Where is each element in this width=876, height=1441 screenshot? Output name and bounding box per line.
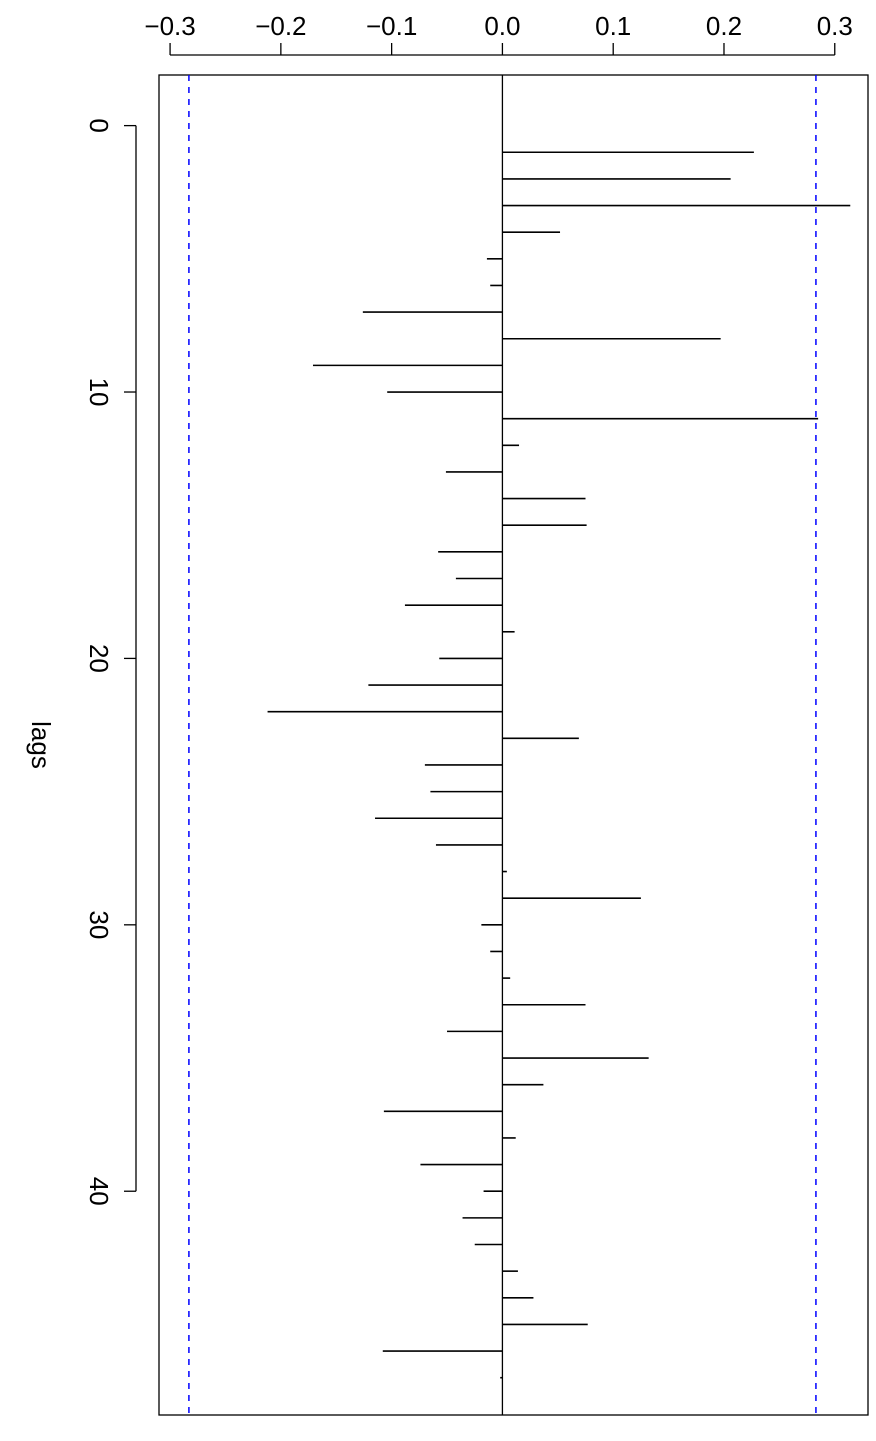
lag-tick-label: 0	[84, 118, 114, 132]
value-tick-label: 0.2	[706, 11, 742, 41]
x-axis-title: lags	[26, 721, 56, 769]
acf-bars	[267, 151, 851, 1379]
plot-box	[158, 74, 869, 1416]
value-tick-label: −0.3	[144, 11, 195, 41]
confidence-bounds	[188, 75, 817, 1415]
lag-tick-label: 40	[84, 1177, 114, 1206]
lag-tick-label: 10	[84, 378, 114, 407]
value-tick-label: 0.0	[484, 11, 520, 41]
value-axis: −0.3 −0.2 −0.1 0.0 0.1 0.2 0.3	[144, 11, 853, 56]
value-tick-label: 0.1	[595, 11, 631, 41]
lag-tick-label: 20	[84, 644, 114, 673]
value-tick-label: −0.2	[255, 11, 306, 41]
value-tick-label: −0.1	[366, 11, 417, 41]
lag-axis: 0 10 20 30 40	[84, 118, 137, 1206]
value-tick-label: 0.3	[817, 11, 853, 41]
lag-tick-label: 30	[84, 910, 114, 939]
